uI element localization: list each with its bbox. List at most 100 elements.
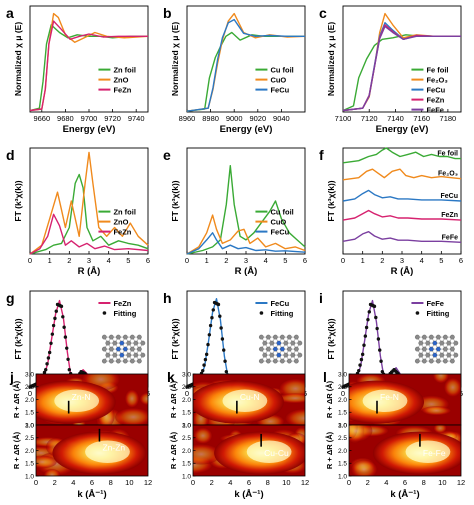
- legend-label: Fe foil: [426, 66, 448, 75]
- panel-letter: i: [319, 290, 323, 306]
- series-FeFe: [342, 231, 462, 243]
- legend-marker: [415, 311, 420, 315]
- y-tick-label: 3.0: [182, 371, 191, 378]
- y-tick-label: 2.5: [338, 384, 347, 391]
- legend-label: FeZn: [426, 96, 444, 105]
- legend-label: FeCu: [270, 228, 289, 237]
- legend-label: FeZn: [441, 212, 458, 219]
- series-FeCu: [186, 232, 306, 255]
- wavelet-map-picture: [349, 425, 461, 476]
- y-axis-label: R + ΔR (Å): [325, 380, 334, 418]
- fit-point: [203, 357, 208, 362]
- series-line: [342, 209, 462, 221]
- series-Zn foil: [29, 24, 148, 112]
- fit-point: [224, 369, 229, 374]
- y-axis-label: R + ΔR (Å): [12, 380, 21, 418]
- x-tick-label: 3: [244, 256, 248, 265]
- legend-label: ZnO: [113, 76, 128, 85]
- x-tick-label: 7160: [413, 114, 430, 123]
- fit-point: [66, 357, 70, 361]
- x-axis-label: k (Å⁻¹): [234, 489, 263, 500]
- fit-point: [59, 304, 64, 309]
- y-axis-label: Normalized χ μ (E): [170, 22, 180, 96]
- series-line: [29, 151, 149, 255]
- fit-point: [210, 316, 214, 320]
- legend-label: FeFe: [426, 299, 444, 308]
- y-tick-label: 1.5: [25, 410, 34, 417]
- fit-point: [216, 302, 221, 307]
- series-FeZn: [342, 209, 462, 221]
- x-tick-label: 4: [107, 256, 111, 265]
- x-tick-label: 5: [439, 256, 443, 265]
- fit-point: [47, 350, 52, 355]
- y-tick-label: 2.0: [25, 397, 34, 404]
- series-ZnO: [29, 151, 149, 255]
- fit-point: [208, 323, 213, 328]
- y-tick-label: 2.5: [25, 435, 34, 442]
- series-Zn foil: [29, 173, 149, 255]
- legend-label: Cu foil: [270, 208, 293, 217]
- x-tick-label: 0: [185, 256, 189, 265]
- series-line: [29, 213, 149, 255]
- legend-label: CuO: [270, 76, 286, 85]
- x-tick-label: 10: [438, 478, 446, 487]
- fit-point: [53, 316, 57, 321]
- fit-point: [360, 352, 365, 357]
- x-tick-label: 9740: [128, 114, 145, 123]
- x-axis-label: Energy (eV): [220, 124, 273, 135]
- x-tick-label: 3: [400, 256, 404, 265]
- fit-point: [51, 323, 56, 328]
- fit-point: [204, 352, 209, 357]
- series-line: [186, 232, 306, 255]
- x-tick-label: 8980: [202, 114, 219, 123]
- plot-frame: [342, 290, 462, 388]
- x-tick-label: 2: [210, 478, 214, 487]
- panel-letter: a: [6, 5, 14, 21]
- wavelet-map-picture: [193, 374, 305, 425]
- legend-label: FeFe: [442, 234, 458, 241]
- fit-point: [211, 308, 215, 312]
- y-axis-label: Normalized χ μ (E): [13, 22, 23, 96]
- panel-letter: e: [163, 147, 171, 163]
- x-axis-label: Energy (eV): [63, 124, 116, 135]
- legend-label: CuO: [270, 218, 286, 227]
- x-tick-label: 10: [125, 478, 133, 487]
- y-axis-label: FT (k³χ(k)): [170, 180, 180, 221]
- legend-label: FeCu: [441, 193, 459, 200]
- wavelet-map-picture: [193, 425, 305, 476]
- y-tick-label: 1.0: [25, 473, 34, 480]
- fit-point: [46, 356, 51, 360]
- x-tick-label: 9700: [81, 114, 98, 123]
- fit-point: [49, 341, 53, 346]
- y-tick-label: 1.0: [182, 473, 191, 480]
- series-line: [186, 214, 306, 255]
- fit-point: [42, 370, 47, 375]
- panel-letter: b: [163, 5, 172, 21]
- fit-point: [358, 363, 362, 367]
- y-tick-label: 2.5: [338, 435, 347, 442]
- fit-point: [65, 346, 69, 350]
- y-axis-label: FT (k³χ(k)): [170, 318, 180, 359]
- panel-a: a 9660 9680 9700 9720 9740 Energy (eV) Normaliz…: [6, 5, 149, 135]
- x-tick-label: 0: [28, 389, 32, 398]
- y-tick-label: 2.0: [338, 397, 347, 404]
- x-tick-label: 9000: [226, 114, 243, 123]
- x-tick-label: 6: [303, 256, 307, 265]
- y-tick-label: 2.0: [182, 397, 191, 404]
- fit-point: [363, 334, 368, 338]
- x-tick-label: 6: [90, 478, 94, 487]
- y-tick-label: 1.0: [182, 422, 191, 429]
- fit-point: [63, 335, 68, 339]
- y-tick-label: 2.0: [182, 448, 191, 455]
- x-tick-label: 12: [457, 478, 465, 487]
- plot-frame: [29, 290, 149, 388]
- x-axis-label: k (Å⁻¹): [390, 489, 419, 500]
- series-line: [186, 18, 305, 112]
- fit-point: [218, 314, 222, 318]
- legend-label: FeZn: [113, 86, 131, 95]
- x-tick-label: 1: [361, 256, 365, 265]
- x-axis-label: Energy (eV): [376, 124, 429, 135]
- x-axis-label: R (Å): [391, 266, 414, 277]
